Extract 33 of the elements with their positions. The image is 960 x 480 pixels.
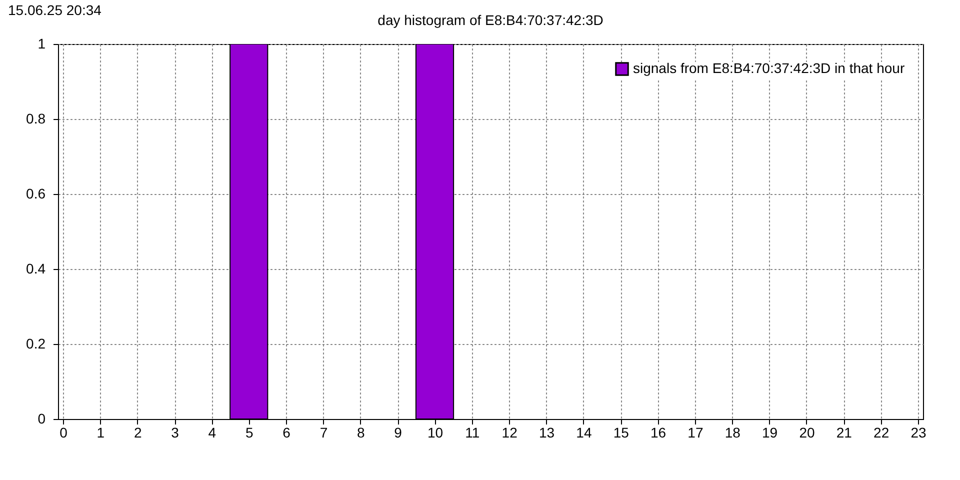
x-tick-label: 12 <box>502 424 518 440</box>
x-tick-label: 23 <box>910 424 926 440</box>
x-tick-label: 5 <box>245 424 254 440</box>
y-tick-label: 0.8 <box>26 110 46 126</box>
x-tick-label: 14 <box>576 424 592 440</box>
x-tick-label: 2 <box>134 424 142 440</box>
y-tick-label: 0.4 <box>26 260 46 276</box>
y-tick-label: 0.2 <box>26 336 46 352</box>
x-tick-label: 15 <box>613 424 630 440</box>
x-tick-label: 11 <box>465 424 480 440</box>
y-tick-label: 0.6 <box>26 186 46 202</box>
x-tick-label: 10 <box>427 424 444 440</box>
chart-title: day histogram of E8:B4:70:37:42:3D <box>378 12 604 28</box>
x-tick-label: 22 <box>874 424 890 440</box>
x-tick-label: 9 <box>394 424 402 440</box>
text: 15.06.25 20:34 <box>8 2 102 18</box>
y-tick-label: 1 <box>38 36 46 52</box>
x-tick-label: 13 <box>538 424 555 440</box>
x-tick-label: 20 <box>799 424 815 440</box>
x-tick-label: 3 <box>171 424 180 440</box>
legend-label: signals from E8:B4:70:37:42:3D in that hour <box>633 60 905 76</box>
x-tick-label: 21 <box>836 424 852 440</box>
x-tick-label: 8 <box>356 424 365 440</box>
x-tick-label: 1 <box>96 424 105 440</box>
x-tick-label: 17 <box>688 424 704 440</box>
x-tick-label: 16 <box>650 424 666 440</box>
y-tick-label: 0 <box>38 410 46 426</box>
x-tick-label: 7 <box>320 424 328 440</box>
x-tick-label: 6 <box>282 424 291 440</box>
x-tick-label: 18 <box>724 424 741 440</box>
x-tick-label: 19 <box>762 424 778 440</box>
x-tick-label: 4 <box>208 424 216 440</box>
x-tick-label: 0 <box>60 424 68 440</box>
